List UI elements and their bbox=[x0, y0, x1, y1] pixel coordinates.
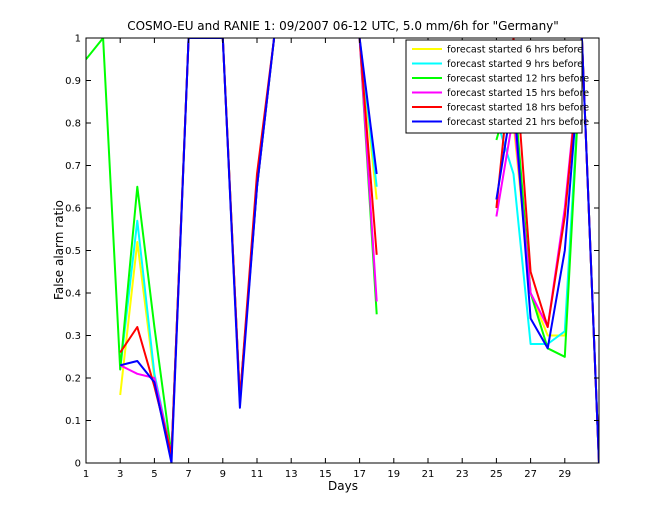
y-tick-label: 0.4 bbox=[65, 289, 81, 300]
y-axis-label: False alarm ratio bbox=[52, 200, 66, 300]
x-tick-label: 25 bbox=[490, 469, 503, 480]
x-tick-label: 13 bbox=[285, 469, 298, 480]
x-tick-label: 27 bbox=[524, 469, 537, 480]
series-line-5-segment-3 bbox=[495, 38, 599, 463]
legend: forecast started 6 hrs before forecast st… bbox=[405, 39, 589, 134]
legend-label-5: forecast started 18 hrs before bbox=[447, 103, 589, 114]
chart-title: COSMO-EU and RANIE 1: 09/2007 06-12 UTC,… bbox=[127, 19, 559, 33]
legend-label-2: forecast started 9 hrs before bbox=[447, 59, 583, 70]
y-tick-label: 0 bbox=[75, 459, 81, 470]
x-tick-label: 15 bbox=[319, 469, 332, 480]
legend-label-4: forecast started 15 hrs before bbox=[447, 88, 589, 99]
y-tick-label: 0.2 bbox=[65, 374, 81, 385]
series-line-6-segment-2 bbox=[358, 38, 378, 175]
x-tick-label: 1 bbox=[83, 469, 89, 480]
legend-box bbox=[405, 39, 583, 134]
y-tick-label: 0.3 bbox=[65, 331, 81, 342]
x-tick-label: 17 bbox=[353, 469, 366, 480]
y-tick-label: 0.6 bbox=[65, 204, 81, 215]
x-tick-label: 5 bbox=[151, 469, 157, 480]
legend-label-3: forecast started 12 hrs before bbox=[447, 74, 589, 85]
x-tick-label: 11 bbox=[251, 469, 264, 480]
y-tick-label: 0.1 bbox=[65, 416, 81, 427]
y-tick-label: 1 bbox=[75, 34, 81, 45]
x-tick-label: 23 bbox=[456, 469, 469, 480]
x-tick-label: 7 bbox=[185, 469, 191, 480]
y-tick-label: 0.9 bbox=[65, 76, 81, 87]
x-axis-label: Days bbox=[328, 479, 358, 493]
x-tick-label: 29 bbox=[558, 469, 571, 480]
series-line-5-segment-2 bbox=[358, 38, 378, 255]
y-tick-label: 0.8 bbox=[65, 119, 81, 130]
y-tick-label: 0.5 bbox=[65, 246, 81, 257]
x-tick-label: 3 bbox=[117, 469, 123, 480]
legend-label-6: forecast started 21 hrs before bbox=[447, 117, 589, 128]
x-tick-label: 9 bbox=[220, 469, 226, 480]
x-tick-label: 19 bbox=[387, 469, 400, 480]
series-line-6-segment-1 bbox=[119, 38, 276, 463]
x-tick-label: 21 bbox=[422, 469, 435, 480]
legend-label-1: forecast started 6 hrs before bbox=[447, 45, 583, 56]
y-tick-label: 0.7 bbox=[65, 161, 81, 172]
axes: 1 3 5 7 9 11 13 15 17 19 21 23 25 27 2900.10.20.30.40.… bbox=[65, 34, 600, 480]
